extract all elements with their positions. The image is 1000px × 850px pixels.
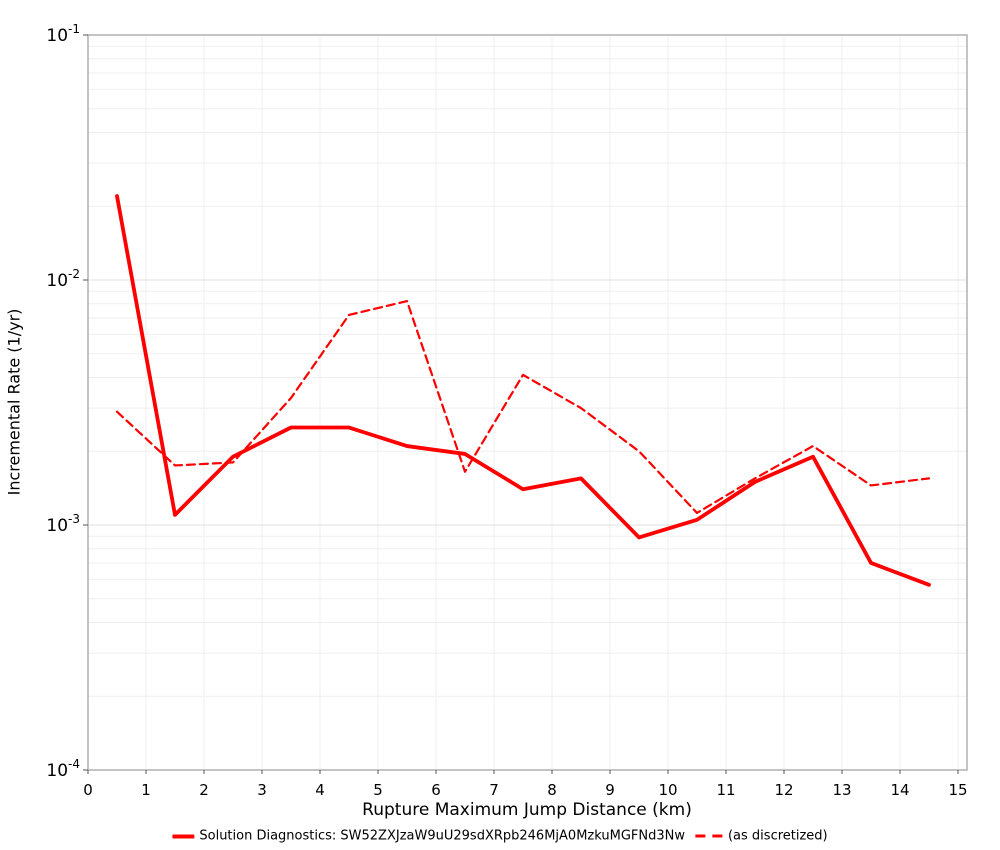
x-tick-label: 5 [373, 781, 383, 799]
series-lines [115, 194, 931, 587]
dash-icon [694, 834, 705, 838]
dashed-line-swatch [694, 834, 722, 838]
x-tick-label: 1 [141, 781, 151, 799]
x-tick-label: 7 [489, 781, 499, 799]
solid-line-swatch [172, 834, 195, 838]
x-tick-label: 6 [431, 781, 441, 799]
dash-icon [711, 834, 722, 838]
solid-series-line [115, 194, 931, 587]
y-tick-label: 10-1 [46, 22, 80, 46]
x-tick-label: 15 [948, 781, 967, 799]
axis-ticks [83, 34, 959, 774]
y-tick-label: 10-3 [46, 512, 80, 536]
legend-label-solution: Solution Diagnostics: SW52ZXJzaW9uU29sdX… [199, 828, 685, 844]
x-tick-label: 2 [199, 781, 209, 799]
y-tick-label: 10-4 [46, 757, 80, 781]
dashed-series-line [115, 300, 931, 515]
x-tick-label: 9 [605, 781, 615, 799]
x-tick-label: 4 [315, 781, 325, 799]
gridlines [87, 34, 968, 771]
plot-border [87, 34, 968, 771]
x-tick-label: 13 [832, 781, 851, 799]
legend: Solution Diagnostics: SW52ZXJzaW9uU29sdX… [172, 828, 828, 844]
x-tick-label: 0 [83, 781, 93, 799]
x-tick-label: 12 [774, 781, 793, 799]
x-axis-label: Rupture Maximum Jump Distance (km) [362, 800, 692, 820]
x-tick-label: 14 [890, 781, 909, 799]
y-axis-label: Incremental Rate (1/yr) [4, 308, 24, 496]
x-tick-label: 10 [658, 781, 677, 799]
x-tick-label: 3 [257, 781, 267, 799]
x-tick-label: 11 [716, 781, 735, 799]
x-tick-label: 8 [547, 781, 557, 799]
y-tick-label: 10-2 [46, 267, 80, 291]
legend-label-discretized: (as discretized) [727, 828, 828, 844]
